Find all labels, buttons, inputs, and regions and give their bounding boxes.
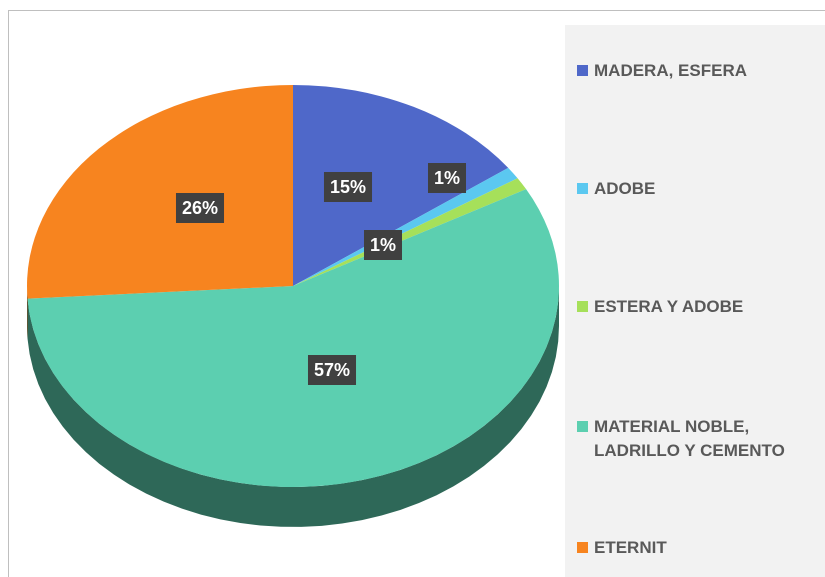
chart: 15% 1% 1% 57% 26% (27, 85, 559, 527)
legend-label: ADOBE (594, 179, 656, 198)
legend-label: MATERIAL NOBLE, LADRILLO Y CEMENTO (594, 417, 785, 460)
data-label-box (427, 163, 467, 193)
legend-swatch (577, 542, 588, 553)
slice (27, 189, 559, 487)
slice (293, 167, 518, 286)
data-label-box (363, 230, 403, 260)
data-label-box (307, 355, 357, 385)
slice (293, 85, 509, 286)
legend-entry: MATERIAL NOBLE, LADRILLO Y CEMENTO (577, 415, 825, 463)
data-label: 1% (370, 235, 396, 255)
legend-swatch (577, 183, 588, 194)
legend-label: MADERA, ESFERA (594, 61, 748, 80)
data-label-box (175, 193, 225, 223)
slice-side (27, 286, 559, 527)
data-label: 1% (434, 168, 460, 188)
legend-label: ESTERA Y ADOBE (594, 297, 744, 316)
data-label-box (323, 172, 373, 202)
legend-swatch (577, 421, 588, 432)
slice (293, 178, 527, 286)
legend-swatch (577, 65, 588, 76)
legend: MADERA, ESFERA ADOBE ESTERA Y ADOBE MATERIA… (565, 25, 825, 577)
slice (27, 85, 293, 299)
legend-entry: ADOBE (577, 177, 825, 201)
legend-label: ETERNIT (594, 538, 667, 557)
legend-swatch (577, 301, 588, 312)
data-label: 15% (330, 177, 366, 197)
data-label: 57% (314, 360, 350, 380)
data-label: 26% (182, 198, 218, 218)
legend-entry: ETERNIT (577, 536, 825, 560)
slice-side (27, 286, 28, 339)
chart-frame (8, 10, 825, 577)
legend-entry: MADERA, ESFERA (577, 59, 825, 83)
legend-entry: ESTERA Y ADOBE (577, 295, 825, 319)
